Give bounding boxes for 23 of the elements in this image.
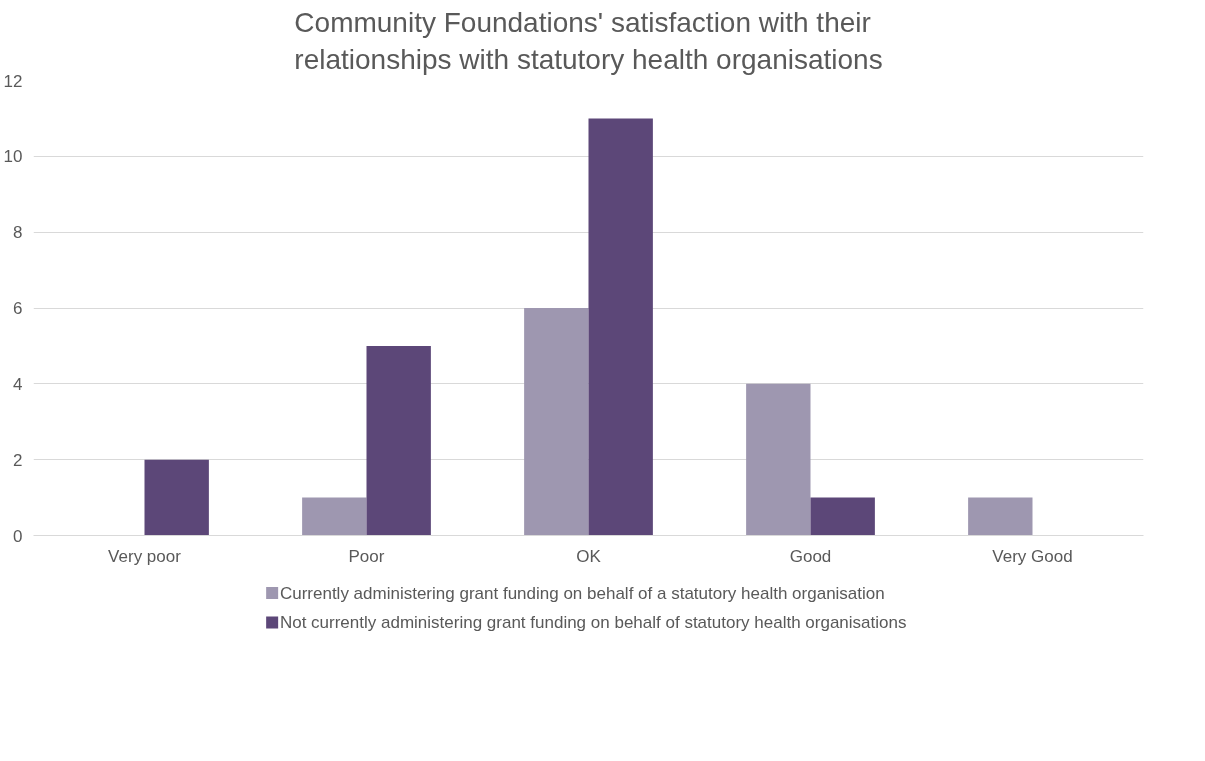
y-tick-label: 8 [13, 223, 23, 243]
x-tick-label: Poor [348, 546, 385, 566]
y-tick-label: 10 [3, 147, 23, 167]
y-tick-label: 6 [13, 299, 23, 318]
bar [524, 308, 589, 536]
bar [810, 497, 875, 536]
x-tick-label: Very Good [992, 546, 1073, 566]
y-tick-label: 12 [3, 71, 23, 91]
bar [588, 118, 653, 536]
bar [366, 345, 431, 536]
bar [302, 497, 367, 536]
x-tick-label: Good [789, 546, 832, 566]
legend-label: Currently administering grant funding on behalf of a statutory health organisation [279, 583, 885, 603]
y-tick-label: 0 [13, 526, 23, 546]
chart-title: Community Foundations' satisfaction with their relationships with statutory health organisations [294, 7, 883, 76]
bar [968, 497, 1033, 536]
legend-label: Not currently administering grant funding on behalf of statutory health organisations [279, 613, 907, 632]
bar [746, 383, 811, 536]
x-tick-label: OK [576, 546, 602, 566]
y-tick-label: 4 [13, 374, 23, 394]
y-tick-label: 2 [13, 450, 23, 470]
bar [144, 459, 209, 536]
x-tick-label: Very poor [108, 546, 182, 566]
